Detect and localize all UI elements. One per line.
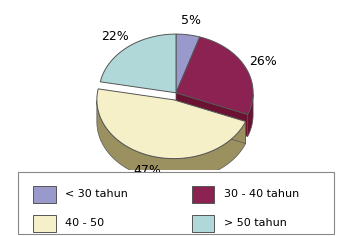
Polygon shape (97, 101, 246, 181)
FancyBboxPatch shape (18, 172, 334, 234)
FancyBboxPatch shape (33, 215, 56, 232)
Polygon shape (97, 89, 246, 159)
Text: 30 - 40 tahun: 30 - 40 tahun (224, 189, 299, 199)
Text: < 30 tahun: < 30 tahun (65, 189, 128, 199)
Polygon shape (176, 37, 253, 114)
Text: 26%: 26% (249, 55, 277, 68)
Text: 5%: 5% (181, 14, 201, 27)
FancyBboxPatch shape (192, 186, 214, 203)
Text: 22%: 22% (101, 30, 128, 43)
Polygon shape (176, 34, 200, 93)
FancyBboxPatch shape (33, 186, 56, 203)
Polygon shape (248, 94, 253, 136)
FancyBboxPatch shape (192, 215, 214, 232)
Polygon shape (176, 93, 248, 136)
Text: > 50 tahun: > 50 tahun (224, 218, 287, 228)
Polygon shape (174, 100, 246, 143)
Text: 47%: 47% (133, 164, 161, 177)
Text: 40 - 50: 40 - 50 (65, 218, 104, 228)
Polygon shape (100, 34, 176, 93)
